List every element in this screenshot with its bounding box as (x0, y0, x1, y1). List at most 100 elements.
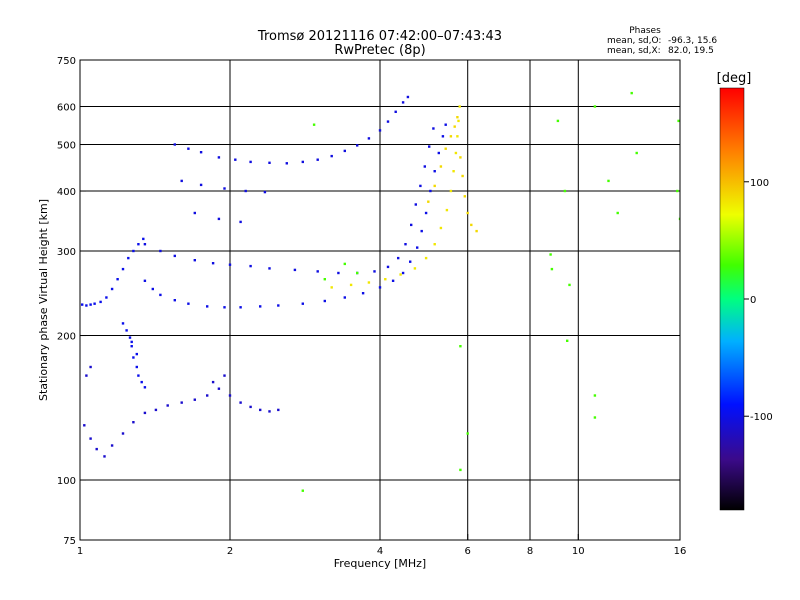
phase-legend-x-values: 82.0, 19.5 (668, 46, 714, 56)
echo-point (312, 123, 316, 126)
echo-point (130, 340, 133, 344)
echo-point (99, 300, 102, 304)
echo-point (410, 223, 413, 227)
echo-point (343, 296, 346, 299)
echo-point (456, 116, 459, 119)
echo-point (433, 170, 436, 173)
echo-point (445, 208, 449, 212)
echo-point (414, 203, 417, 206)
echo-point (427, 200, 430, 203)
echo-point (228, 394, 232, 397)
x-tick-label: 1 (77, 546, 83, 557)
colorbar-tick-label: 100 (750, 178, 769, 189)
echo-point (173, 254, 176, 258)
y-axis-label: Stationary phase Virtual Height [km] (37, 199, 50, 401)
phase-legend-x-label: mean, sd,X: (607, 46, 661, 56)
echo-point (137, 243, 140, 246)
echo-point (105, 296, 108, 299)
echo-point (259, 408, 262, 412)
echo-point (166, 404, 169, 407)
colorbar (719, 87, 745, 511)
echo-point (206, 394, 209, 397)
echo-point (142, 237, 145, 241)
echo-point (128, 336, 132, 339)
echo-point (330, 154, 333, 158)
echo-point (549, 253, 552, 256)
echo-point (223, 374, 226, 377)
echo-point (330, 286, 333, 289)
echo-point (180, 401, 183, 404)
echo-point (566, 339, 569, 342)
echo-point (199, 151, 203, 154)
echo-point (404, 243, 407, 246)
echo-point (143, 386, 147, 389)
echo-point (433, 184, 436, 188)
echo-point (459, 468, 462, 472)
echo-point (607, 179, 610, 183)
echo-point (409, 260, 412, 263)
echo-point (356, 144, 359, 147)
echo-point (323, 278, 326, 281)
y-tick-label: 600 (57, 103, 76, 114)
echo-point (127, 256, 130, 260)
echo-point (143, 411, 147, 415)
echo-point (187, 302, 190, 305)
echo-point (89, 303, 92, 306)
echo-point (121, 322, 125, 325)
echo-point (249, 160, 252, 164)
echo-point (419, 184, 422, 188)
echo-point (337, 271, 340, 275)
echo-point (429, 189, 432, 193)
colorbar-tick-label: 0 (750, 295, 756, 306)
echo-point (452, 170, 455, 173)
echo-point (132, 249, 135, 253)
echo-point (459, 156, 462, 159)
echo-point (85, 374, 88, 377)
echo-point (444, 147, 447, 150)
echo-points (81, 91, 680, 492)
echo-point (151, 287, 154, 291)
echo-point (259, 305, 262, 308)
echo-point (593, 416, 597, 419)
x-tick-label: 4 (377, 546, 383, 557)
echo-point (277, 304, 280, 307)
echo-point (463, 195, 466, 198)
echo-point (457, 119, 460, 123)
echo-point (378, 129, 382, 132)
echo-point (391, 279, 395, 282)
echo-point (384, 278, 387, 281)
echo-point (406, 95, 410, 99)
echo-point (268, 267, 271, 270)
echo-point (556, 119, 560, 123)
y-tick-label: 750 (57, 56, 76, 67)
echo-point (193, 259, 196, 262)
echo-point (159, 293, 162, 297)
echo-point (301, 160, 304, 164)
echo-point (263, 190, 267, 194)
echo-point (424, 256, 428, 260)
echo-point (217, 217, 221, 221)
echo-point (110, 287, 114, 291)
chart-subtitle: RwPretec (8p) (334, 43, 425, 58)
echo-point (416, 246, 419, 249)
echo-point (135, 365, 138, 369)
colorbar-unit: [deg] (717, 71, 752, 86)
echo-point (550, 267, 554, 271)
echo-point (401, 101, 405, 104)
echo-point (367, 281, 371, 284)
echo-point (454, 151, 458, 155)
echo-point (378, 286, 382, 289)
echo-point (316, 270, 319, 273)
echo-point (420, 229, 423, 233)
echo-point (466, 432, 469, 435)
echo-point (470, 223, 473, 227)
echo-point (135, 352, 138, 356)
y-tick-label: 400 (57, 187, 76, 198)
echo-point (449, 189, 453, 193)
echo-point (249, 405, 252, 409)
echo-point (433, 243, 436, 246)
echo-point (459, 345, 462, 348)
echo-point (217, 156, 221, 159)
echo-point (173, 299, 176, 302)
echo-point (187, 147, 190, 150)
